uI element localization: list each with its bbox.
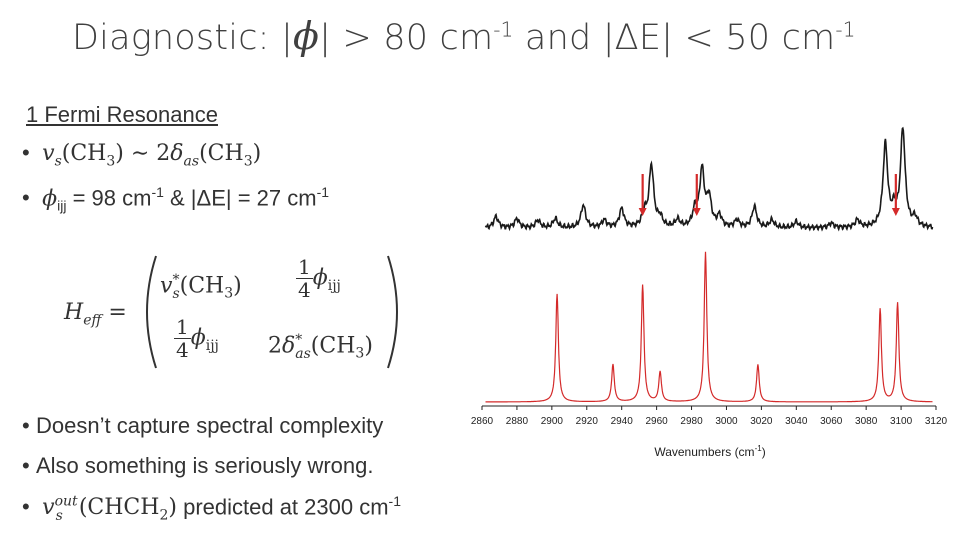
matrix-cell-11: v*s(CH3) [160, 272, 242, 302]
bullet-coupling: • ϕijj = 98 cm-1 & |ΔE| = 27 cm-1 [22, 184, 329, 214]
arrow-marker [891, 174, 900, 216]
x-tick-label: 3060 [820, 416, 843, 427]
title-exp2: -1 [835, 17, 856, 42]
x-tick-label: 2860 [471, 416, 494, 427]
bullet-complexity: • Doesn’t capture spectral complexity [22, 413, 384, 438]
delta-e-value: & |ΔE| = 27 cm [163, 185, 317, 211]
slide-title: Diagnostic: |ϕ| > 80 cm-1 and |ΔE| < 50 … [72, 14, 856, 58]
bullet-dot: • [22, 413, 30, 438]
ir-spectrum-chart: 2860 2880 2900 2920 2940 2960 2980 3000 3020 3040… [471, 126, 948, 459]
x-tick-label: 2940 [611, 416, 634, 427]
title-exp1: -1 [493, 17, 514, 42]
x-tick-label: 3020 [750, 416, 773, 427]
x-tick-label: 2960 [645, 416, 668, 427]
title-and: and |ΔE| < 50 cm [513, 18, 836, 58]
heff-label: Heff = [64, 300, 127, 329]
arrow-marker [638, 174, 647, 216]
x-tick-label: 2900 [541, 416, 564, 427]
bullet-math: vs(CH3) ∼ 2δas(CH3) [42, 141, 262, 170]
phi-sub: ijj [57, 197, 67, 214]
coupling-value: = 98 cm [66, 185, 152, 211]
title-prefix: Diagnostic: | [72, 18, 293, 58]
x-tick-label: 3100 [890, 416, 913, 427]
experimental-spectrum-line [484, 126, 934, 232]
x-tick-label: 2880 [506, 416, 529, 427]
x-axis-label: Wavenumbers (cm-1) [654, 444, 765, 459]
bullet-dot: • [22, 494, 30, 520]
phi-symbol: ϕ [42, 186, 58, 212]
matrix-brackets [146, 255, 398, 369]
x-tick-label: 2980 [680, 416, 703, 427]
matrix-cell-21: 1 4 ϕijj [174, 315, 219, 362]
x-tick-label: 2920 [576, 416, 599, 427]
x-tick-label: 3080 [855, 416, 878, 427]
title-mid: | > 80 cm [319, 18, 494, 58]
bullet-prediction: • vouts (CHCH2) predicted at 2300 cm-1 [22, 493, 401, 524]
exp: -1 [316, 184, 330, 200]
x-tick-label: 3040 [785, 416, 808, 427]
x-tick-label: 3000 [715, 416, 738, 427]
matrix-cell-12: 1 4 ϕijj [296, 255, 341, 302]
matrix-cell-22: 2δ*as(CH3) [268, 332, 373, 362]
bullet-dot: • [22, 185, 30, 211]
bullet-wrong: • Also something is seriously wrong. [22, 453, 374, 478]
arrow-marker [692, 174, 701, 216]
bullet-dot: • [22, 453, 30, 478]
prediction-math: vouts (CHCH2) [42, 494, 177, 524]
section-heading: 1 Fermi Resonance [26, 102, 218, 127]
bullet-fermi-pair: • vs(CH3) ∼ 2δas(CH3) [22, 140, 261, 169]
exp: -1 [151, 184, 164, 200]
x-tick-label: 3120 [925, 416, 948, 427]
title-phi: ϕ [292, 14, 320, 58]
bullet-dot: • [22, 140, 30, 165]
computed-spectrum-line [485, 251, 933, 403]
